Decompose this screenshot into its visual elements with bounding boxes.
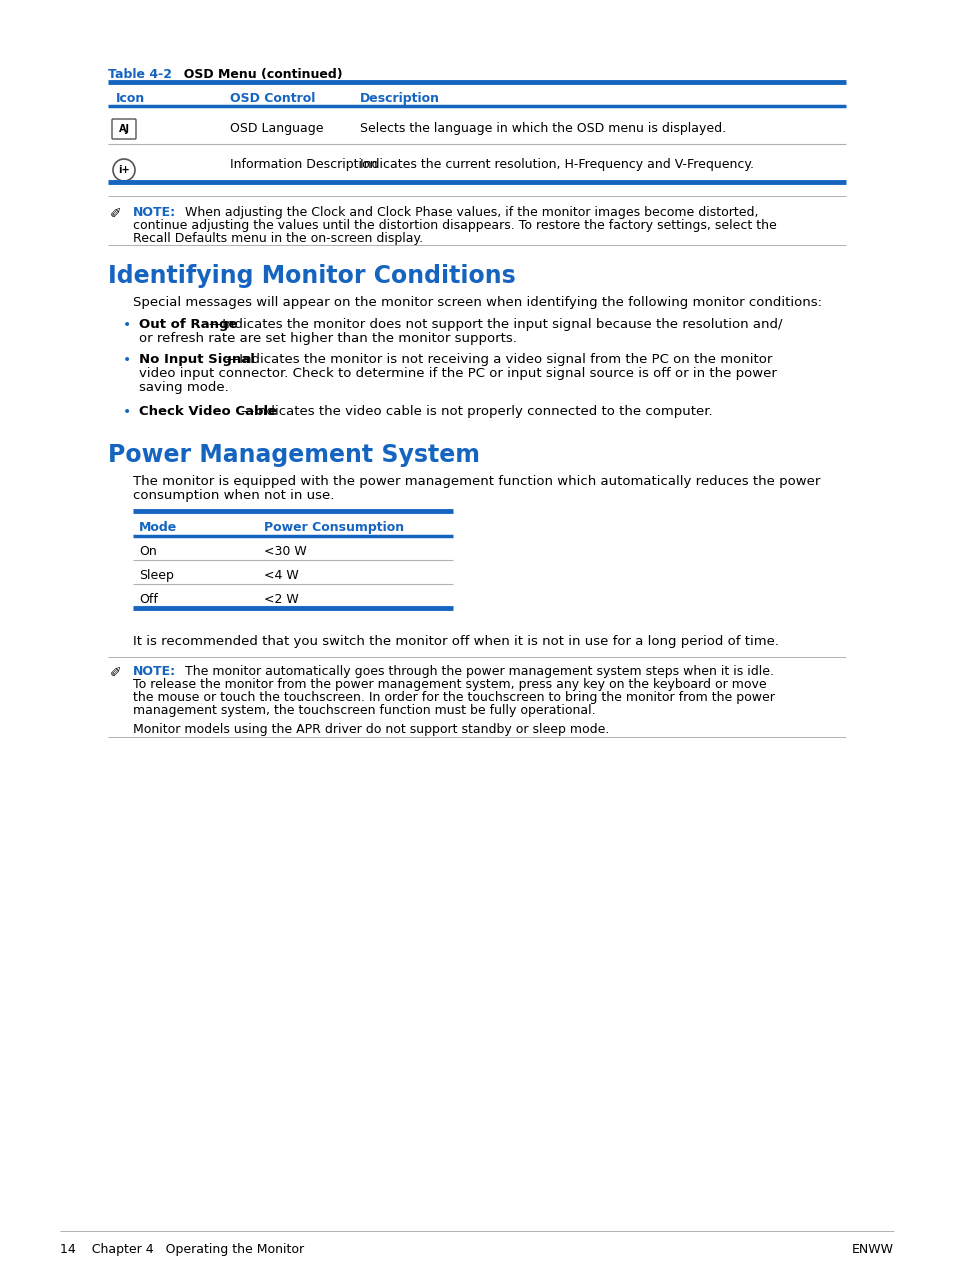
Text: —Indicates the monitor is not receiving a video signal from the PC on the monito: —Indicates the monitor is not receiving … [226,353,772,366]
Text: Check Video Cable: Check Video Cable [139,405,276,418]
Text: •: • [123,353,132,367]
Text: ✐: ✐ [110,206,121,220]
Text: the mouse or touch the touchscreen. In order for the touchscreen to bring the mo: the mouse or touch the touchscreen. In o… [132,691,774,704]
Text: To release the monitor from the power management system, press any key on the ke: To release the monitor from the power ma… [132,678,766,691]
Text: The monitor is equipped with the power management function which automatically r: The monitor is equipped with the power m… [132,475,820,488]
Text: continue adjusting the values until the distortion disappears. To restore the fa: continue adjusting the values until the … [132,218,776,232]
FancyBboxPatch shape [112,119,136,138]
Text: OSD Control: OSD Control [230,91,315,105]
Text: saving mode.: saving mode. [139,381,229,394]
Text: consumption when not in use.: consumption when not in use. [132,489,334,502]
Text: Power Management System: Power Management System [108,443,479,467]
Circle shape [112,159,135,182]
Text: NOTE:: NOTE: [132,665,176,678]
Text: OSD Menu (continued): OSD Menu (continued) [174,69,342,81]
Text: Sleep: Sleep [139,569,173,582]
Text: Information Description: Information Description [230,157,377,171]
Text: When adjusting the Clock and Clock Phase values, if the monitor images become di: When adjusting the Clock and Clock Phase… [177,206,758,218]
Text: i+: i+ [118,165,130,175]
Text: video input connector. Check to determine if the PC or input signal source is of: video input connector. Check to determin… [139,367,776,380]
Text: Off: Off [139,593,157,606]
Text: ENWW: ENWW [851,1243,893,1256]
Text: Table 4-2: Table 4-2 [108,69,172,81]
Text: No Input Signal: No Input Signal [139,353,254,366]
Text: Mode: Mode [139,521,177,533]
Text: <2 W: <2 W [264,593,298,606]
Text: Special messages will appear on the monitor screen when identifying the followin: Special messages will appear on the moni… [132,296,821,309]
Text: —Indicates the monitor does not support the input signal because the resolution : —Indicates the monitor does not support … [209,318,781,331]
Text: <4 W: <4 W [264,569,298,582]
Text: Icon: Icon [116,91,145,105]
Text: Recall Defaults menu in the on-screen display.: Recall Defaults menu in the on-screen di… [132,232,423,245]
Text: or refresh rate are set higher than the monitor supports.: or refresh rate are set higher than the … [139,331,517,345]
Text: 14    Chapter 4   Operating the Monitor: 14 Chapter 4 Operating the Monitor [60,1243,304,1256]
Text: NOTE:: NOTE: [132,206,176,218]
Text: management system, the touchscreen function must be fully operational.: management system, the touchscreen funct… [132,704,595,718]
Text: Description: Description [359,91,439,105]
Text: Selects the language in which the OSD menu is displayed.: Selects the language in which the OSD me… [359,122,725,135]
Text: Identifying Monitor Conditions: Identifying Monitor Conditions [108,264,516,288]
Text: Indicates the current resolution, H-Frequency and V-Frequency.: Indicates the current resolution, H-Freq… [359,157,753,171]
Text: <30 W: <30 W [264,545,307,558]
Text: Monitor models using the APR driver do not support standby or sleep mode.: Monitor models using the APR driver do n… [132,723,609,737]
Text: It is recommended that you switch the monitor off when it is not in use for a lo: It is recommended that you switch the mo… [132,635,779,648]
Text: OSD Language: OSD Language [230,122,323,135]
Text: •: • [123,318,132,331]
Text: On: On [139,545,156,558]
Text: AJ: AJ [118,124,130,135]
Text: Out of Range: Out of Range [139,318,237,331]
Text: •: • [123,405,132,419]
Text: ✐: ✐ [110,665,121,679]
Text: —Indicates the video cable is not properly connected to the computer.: —Indicates the video cable is not proper… [241,405,712,418]
Text: The monitor automatically goes through the power management system steps when it: The monitor automatically goes through t… [177,665,773,678]
Text: Power Consumption: Power Consumption [264,521,404,533]
